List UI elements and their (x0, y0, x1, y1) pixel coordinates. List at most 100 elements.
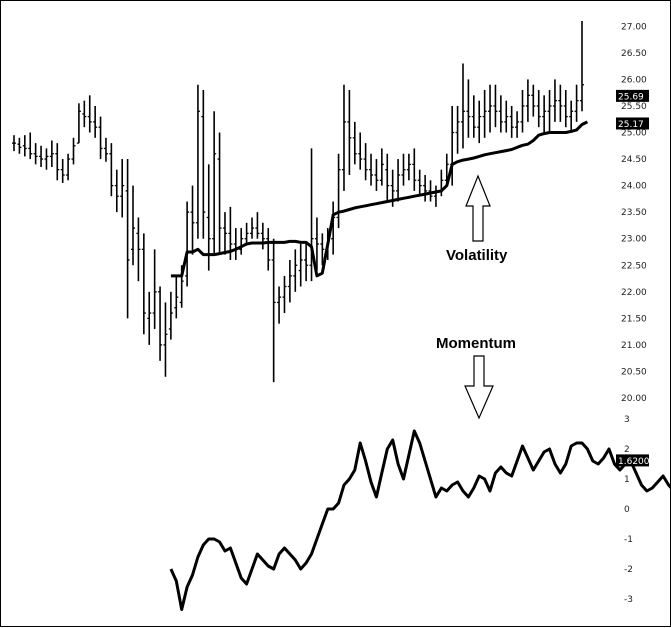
last-value-tags: 25.69 25.17 1.6200 (616, 89, 650, 467)
ohlc-bar (293, 249, 298, 292)
momentum-annotation: Momentum (436, 335, 516, 420)
momentum-axis: 3 2 1 0 -1 -2 -3 (624, 415, 633, 605)
ohlc-bar (109, 143, 114, 197)
momentum-tick-label: 1 (624, 475, 630, 485)
ohlc-bar (471, 95, 476, 138)
ohlc-bar (136, 217, 141, 282)
ohlc-bar (277, 286, 282, 324)
ohlc-bar (558, 84, 563, 122)
ohlc-bar (244, 222, 249, 245)
ohlc-bar (82, 100, 87, 128)
price-tick-label: 20.00 (621, 394, 647, 404)
ohlc-bar (374, 159, 379, 191)
ohlc-bar (525, 79, 530, 122)
ohlc-bar (417, 169, 422, 197)
ohlc-bar (369, 153, 374, 186)
price-tick-label: 21.50 (621, 314, 647, 324)
ohlc-bar (460, 63, 465, 149)
ohlc-bar (314, 217, 319, 271)
ohlc-bar (250, 217, 255, 239)
momentum-tick-label: 3 (624, 415, 630, 425)
ohlc-bar (233, 228, 238, 260)
ohlc-bar (423, 174, 428, 202)
ohlc-bar (455, 105, 460, 154)
volatility-label: Volatility (446, 247, 508, 264)
ohlc-bar (320, 233, 325, 266)
ohlc-bar (141, 233, 146, 335)
down-arrow-icon (464, 355, 494, 420)
price-bars (12, 21, 584, 383)
price-tick-label: 26.50 (621, 49, 647, 59)
ohlc-bar (201, 90, 206, 239)
volatility-stop-line (170, 120, 589, 278)
momentum-line (169, 429, 671, 611)
price-tick-label: 23.00 (621, 235, 647, 245)
ohlc-bar (466, 79, 471, 138)
ohlc-bar (22, 135, 27, 157)
volatility-stop-path (170, 120, 589, 278)
ohlc-bar (185, 201, 190, 287)
ohlc-bar (298, 244, 303, 287)
ohlc-bar (433, 185, 438, 207)
momentum-label: Momentum (436, 335, 516, 352)
ohlc-bar (509, 105, 514, 138)
ohlc-bar (352, 121, 357, 165)
ohlc-bar (574, 84, 579, 122)
ohlc-bar (309, 148, 314, 282)
ohlc-bar (255, 212, 260, 239)
last-value-tag: 25.17 (616, 117, 649, 130)
svg-text:25.69: 25.69 (618, 92, 644, 102)
ohlc-bar (477, 100, 482, 144)
ohlc-bar (114, 169, 119, 213)
ohlc-bar (428, 180, 433, 202)
ohlc-bar (287, 259, 292, 303)
ohlc-bar (93, 105, 98, 138)
ohlc-bar (304, 244, 309, 282)
momentum-tick-label: -1 (624, 535, 633, 545)
ohlc-bar (147, 291, 152, 345)
price-tick-label: 24.50 (621, 155, 647, 165)
price-tick-label: 27.00 (621, 22, 647, 32)
ohlc-bar (28, 132, 33, 160)
price-tick-label: 26.00 (621, 75, 647, 85)
ohlc-bar (44, 148, 49, 170)
ohlc-bar (87, 95, 92, 133)
last-value-tag: 25.69 (616, 89, 649, 102)
ohlc-bar (515, 111, 520, 138)
ohlc-bar (174, 275, 179, 319)
ohlc-bar (563, 90, 568, 128)
ohlc-bar (206, 164, 211, 271)
ohlc-bar (158, 286, 163, 361)
price-tick-label: 22.50 (621, 261, 647, 271)
ohlc-bar (347, 90, 352, 175)
ohlc-bar (131, 185, 136, 266)
ohlc-bar (212, 111, 217, 255)
up-arrow-icon (465, 174, 491, 242)
svg-text:25.17: 25.17 (618, 120, 644, 130)
ohlc-bar (60, 159, 65, 183)
price-tick-label: 20.50 (621, 367, 647, 377)
momentum-tick-label: -2 (624, 565, 633, 575)
ohlc-bar (55, 143, 60, 181)
ohlc-bar (412, 148, 417, 191)
ohlc-bar (385, 153, 390, 202)
ohlc-bar (569, 100, 574, 133)
price-tick-label: 21.00 (621, 341, 647, 351)
ohlc-bar (168, 291, 173, 340)
ohlc-bar (580, 21, 584, 112)
ohlc-bar (163, 302, 168, 377)
ohlc-bar (271, 238, 276, 383)
ohlc-bar (396, 159, 401, 202)
price-tick-label: 25.00 (621, 129, 647, 139)
ohlc-bar (488, 84, 493, 133)
momentum-path (169, 429, 671, 611)
last-value-tag: 1.6200 (616, 454, 650, 467)
ohlc-bar (17, 137, 22, 154)
svg-text:1.6200: 1.6200 (618, 457, 650, 467)
ohlc-bar (493, 84, 498, 128)
ohlc-bar (336, 153, 341, 229)
price-axis: 27.00 26.50 26.00 25.50 25.00 24.50 24.00 23.50… (621, 22, 647, 404)
ohlc-bar (49, 140, 54, 168)
ohlc-bar (76, 103, 81, 144)
momentum-tick-label: 2 (624, 445, 630, 455)
